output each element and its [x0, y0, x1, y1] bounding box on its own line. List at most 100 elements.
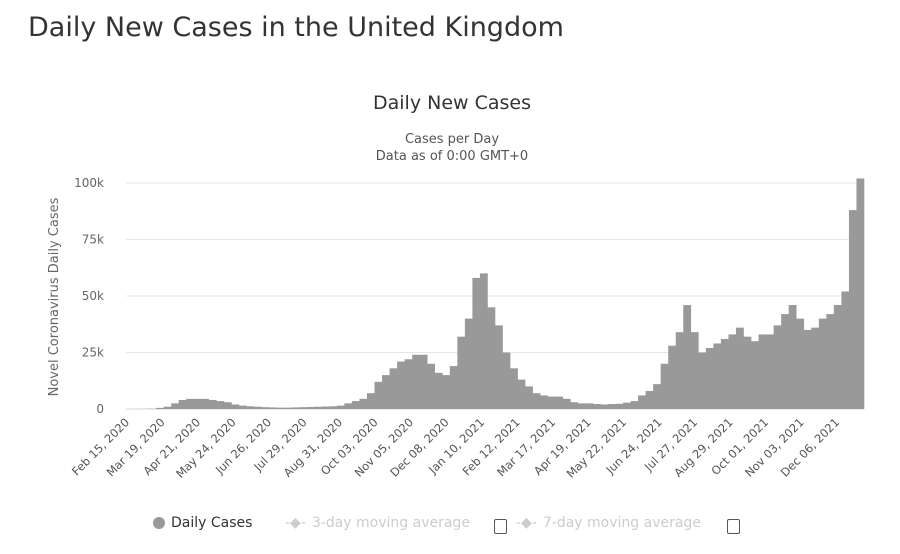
bar[interactable]: [841, 291, 850, 409]
line-marker-icon: -◆-: [516, 515, 537, 531]
bar[interactable]: [201, 398, 210, 409]
7-day-average-checkbox[interactable]: [727, 519, 740, 534]
bar[interactable]: [495, 325, 503, 409]
bar[interactable]: [359, 398, 368, 409]
bar[interactable]: [479, 273, 488, 409]
bar[interactable]: [525, 386, 533, 409]
bar[interactable]: [781, 314, 789, 409]
bar[interactable]: [517, 379, 526, 409]
bar[interactable]: [788, 305, 797, 409]
bar[interactable]: [208, 399, 217, 409]
bar[interactable]: [366, 393, 375, 409]
bar[interactable]: [833, 305, 842, 409]
bar[interactable]: [743, 336, 752, 409]
bar[interactable]: [600, 404, 609, 409]
bar[interactable]: [464, 318, 473, 409]
bar[interactable]: [276, 407, 285, 409]
bar[interactable]: [442, 375, 451, 409]
bar[interactable]: [660, 363, 669, 409]
bar[interactable]: [570, 402, 579, 409]
bar[interactable]: [585, 403, 594, 409]
bar[interactable]: [314, 406, 323, 409]
bar[interactable]: [412, 354, 420, 409]
bar[interactable]: [758, 334, 767, 409]
bar[interactable]: [555, 396, 564, 409]
bar[interactable]: [540, 395, 549, 409]
bar[interactable]: [163, 406, 172, 409]
bar[interactable]: [690, 332, 699, 409]
bar[interactable]: [427, 363, 436, 409]
bar[interactable]: [751, 341, 759, 409]
bar[interactable]: [246, 406, 255, 409]
bar[interactable]: [728, 334, 737, 409]
bar[interactable]: [261, 407, 270, 409]
bar[interactable]: [720, 338, 729, 409]
bar[interactable]: [487, 307, 496, 409]
bar[interactable]: [510, 368, 518, 409]
bar[interactable]: [607, 404, 616, 409]
bar[interactable]: [321, 406, 330, 409]
bar[interactable]: [329, 406, 338, 409]
bar[interactable]: [397, 361, 405, 409]
bar[interactable]: [269, 407, 277, 409]
bar[interactable]: [826, 314, 835, 409]
bar[interactable]: [705, 347, 714, 409]
bar[interactable]: [374, 381, 383, 409]
bar[interactable]: [306, 406, 315, 409]
bar[interactable]: [344, 403, 353, 409]
bar[interactable]: [796, 318, 805, 409]
bar[interactable]: [231, 404, 240, 409]
bar[interactable]: [577, 403, 586, 409]
bar[interactable]: [803, 329, 812, 409]
bar[interactable]: [284, 407, 292, 409]
bar[interactable]: [630, 401, 639, 409]
bar[interactable]: [404, 359, 413, 409]
bar[interactable]: [766, 334, 774, 409]
bar[interactable]: [216, 401, 225, 409]
bar[interactable]: [653, 384, 661, 409]
bar[interactable]: [336, 405, 345, 409]
bar[interactable]: [811, 327, 820, 409]
bar[interactable]: [698, 352, 707, 410]
bar[interactable]: [351, 401, 360, 409]
bar[interactable]: [675, 332, 684, 409]
bar[interactable]: [434, 372, 443, 409]
bar[interactable]: [254, 406, 262, 409]
bar[interactable]: [457, 336, 466, 409]
bar[interactable]: [818, 318, 827, 409]
bar[interactable]: [389, 368, 398, 409]
bar[interactable]: [713, 343, 722, 409]
bar[interactable]: [419, 354, 428, 409]
bar[interactable]: [547, 396, 556, 409]
bar[interactable]: [735, 327, 744, 409]
bar[interactable]: [532, 393, 541, 409]
bar[interactable]: [645, 390, 654, 409]
bar[interactable]: [223, 402, 232, 409]
legend-item-7-day-average[interactable]: -◆- 7-day moving average: [516, 515, 701, 531]
bar[interactable]: [291, 407, 300, 409]
bar[interactable]: [562, 398, 571, 409]
bar[interactable]: [683, 305, 692, 409]
bar[interactable]: [299, 407, 308, 409]
bar[interactable]: [848, 210, 857, 409]
bar[interactable]: [592, 404, 601, 409]
bar[interactable]: [449, 366, 458, 409]
bar[interactable]: [472, 277, 481, 409]
bar[interactable]: [178, 399, 187, 409]
bar[interactable]: [623, 402, 631, 409]
bar[interactable]: [615, 403, 624, 409]
bar[interactable]: [668, 345, 677, 409]
bar[interactable]: [238, 405, 247, 409]
legend-item-daily-cases[interactable]: Daily Cases: [153, 515, 252, 531]
bar[interactable]: [856, 178, 865, 409]
bar[interactable]: [382, 375, 390, 409]
bar[interactable]: [502, 352, 511, 410]
legend-item-3-day-average[interactable]: -◆- 3-day moving average: [285, 515, 470, 531]
bar[interactable]: [193, 398, 202, 409]
bar[interactable]: [171, 403, 180, 409]
bar[interactable]: [156, 407, 164, 409]
bar[interactable]: [773, 325, 782, 409]
3-day-average-checkbox[interactable]: [494, 519, 507, 534]
bar[interactable]: [638, 395, 646, 409]
bar[interactable]: [186, 398, 195, 409]
